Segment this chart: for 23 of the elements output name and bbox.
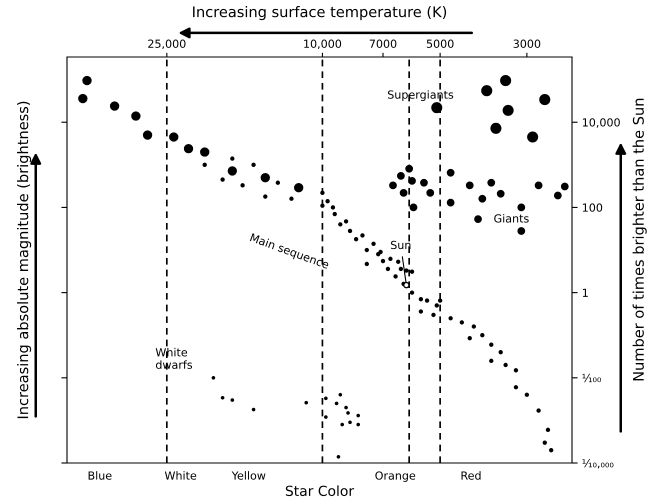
annotation: Giants (494, 214, 529, 223)
y-tick-label: 1 (582, 288, 588, 297)
text: Orange (375, 471, 416, 482)
annotation: Sun (390, 240, 410, 250)
y-tick-label: ¹⁄₁₀₀ (582, 374, 602, 382)
text: Increasing absolute magnitude (brightness) (17, 102, 32, 418)
annotation: Supergiants (388, 90, 454, 101)
y-tick-label: 10,000 (582, 118, 620, 128)
y-axis-title: Number of times brighter than the Sun (632, 98, 647, 380)
text: Red (462, 471, 481, 480)
x-tick-label: 25,000 (148, 40, 186, 50)
text: Star Color (286, 485, 354, 496)
y-tick-label: ¹⁄₁₀,₀₀₀ (582, 458, 614, 469)
annotation: White dwarfs (156, 348, 192, 369)
text: Blue (88, 471, 112, 480)
text: White (164, 471, 196, 480)
text: Yellow (232, 471, 266, 480)
x-tick-label: 7000 (370, 40, 396, 48)
x-tick-label: 3000 (514, 40, 540, 48)
x-axis-title: Increasing surface temperature (K) (193, 6, 446, 20)
y-tick-label: 100 (582, 203, 602, 212)
x-tick-label: 10,000 (304, 40, 342, 50)
x-tick-label: 5000 (426, 40, 454, 48)
